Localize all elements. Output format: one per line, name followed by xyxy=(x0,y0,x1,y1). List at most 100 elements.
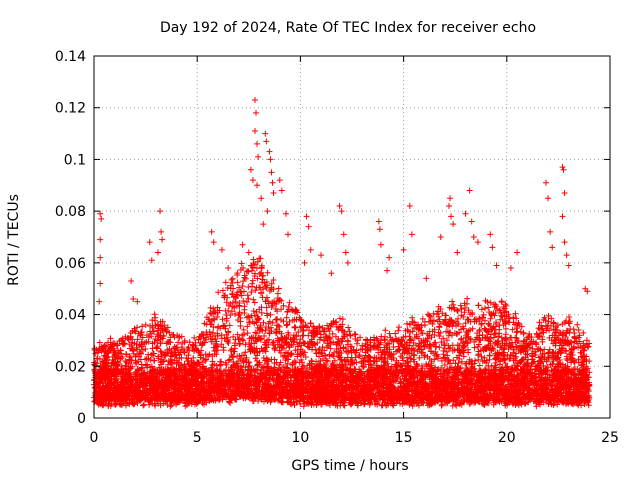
data-point xyxy=(134,336,141,343)
data-points xyxy=(91,96,593,410)
data-point xyxy=(222,279,229,286)
data-point xyxy=(234,331,241,338)
data-point xyxy=(126,345,133,352)
data-point xyxy=(218,341,225,348)
data-point xyxy=(207,304,214,311)
data-point xyxy=(467,336,474,343)
data-point xyxy=(329,330,336,337)
data-point xyxy=(275,285,282,292)
data-point xyxy=(243,299,250,306)
data-point xyxy=(275,322,282,329)
data-point xyxy=(449,298,456,305)
data-point xyxy=(142,321,149,328)
data-point xyxy=(356,353,363,360)
data-point xyxy=(458,305,465,312)
data-point xyxy=(496,322,503,329)
data-point xyxy=(235,284,242,291)
data-point xyxy=(460,353,467,360)
data-point xyxy=(359,342,366,349)
data-point xyxy=(254,275,261,282)
data-point xyxy=(264,269,271,276)
data-point xyxy=(487,315,494,322)
data-point xyxy=(416,354,423,361)
data-point xyxy=(436,344,443,351)
data-point xyxy=(526,330,533,337)
data-point xyxy=(273,316,280,323)
data-point xyxy=(464,295,471,302)
data-point xyxy=(273,329,280,336)
data-point xyxy=(536,319,543,326)
data-point xyxy=(258,304,265,311)
data-point xyxy=(253,330,260,337)
data-point xyxy=(464,316,471,323)
data-point xyxy=(250,307,257,314)
data-point xyxy=(141,401,148,408)
data-point xyxy=(259,294,266,301)
data-point xyxy=(178,333,185,340)
data-point xyxy=(244,323,251,330)
data-point xyxy=(278,306,285,313)
data-point xyxy=(319,324,326,331)
data-point xyxy=(286,299,293,306)
grid xyxy=(94,56,610,418)
data-point xyxy=(191,334,198,341)
data-point xyxy=(151,311,158,318)
data-point xyxy=(326,340,333,347)
data-point xyxy=(235,336,242,343)
data-point xyxy=(513,315,520,322)
data-point xyxy=(462,320,469,327)
data-point xyxy=(252,287,259,294)
data-point xyxy=(274,316,281,323)
data-point xyxy=(336,315,343,322)
data-point xyxy=(140,402,147,409)
data-point xyxy=(241,272,248,279)
data-point xyxy=(256,255,263,262)
data-point xyxy=(242,341,249,348)
data-point xyxy=(460,313,467,320)
data-point xyxy=(240,326,247,333)
data-point xyxy=(430,310,437,317)
data-point xyxy=(566,320,573,327)
data-point xyxy=(234,279,241,286)
data-point xyxy=(214,324,221,331)
data-point xyxy=(502,325,509,332)
data-point xyxy=(298,342,305,349)
data-point xyxy=(238,288,245,295)
data-point xyxy=(386,330,393,337)
data-point xyxy=(454,342,461,349)
data-point xyxy=(294,339,301,346)
data-point xyxy=(268,356,275,363)
data-point xyxy=(441,361,448,368)
data-point xyxy=(490,334,497,341)
data-point xyxy=(440,351,447,358)
data-point xyxy=(396,324,403,331)
data-point xyxy=(267,311,274,318)
data-point xyxy=(509,339,516,346)
data-point xyxy=(330,339,337,346)
data-point xyxy=(586,340,593,347)
data-point xyxy=(245,295,252,302)
data-point xyxy=(574,321,581,328)
data-point xyxy=(509,326,516,333)
data-point xyxy=(566,313,573,320)
data-point xyxy=(535,345,542,352)
data-point xyxy=(122,362,129,369)
data-point xyxy=(338,327,345,334)
data-point xyxy=(244,330,251,337)
data-point xyxy=(311,340,318,347)
data-point xyxy=(297,400,304,407)
data-point xyxy=(245,283,252,290)
data-point xyxy=(512,353,519,360)
data-point xyxy=(458,358,465,365)
data-point xyxy=(238,260,245,267)
data-point xyxy=(227,399,234,406)
data-point xyxy=(479,358,486,365)
data-point xyxy=(249,283,256,290)
data-point xyxy=(570,326,577,333)
data-point xyxy=(497,343,504,350)
data-point xyxy=(203,356,210,363)
data-point xyxy=(454,308,461,315)
data-point xyxy=(251,299,258,306)
data-point xyxy=(513,350,520,357)
